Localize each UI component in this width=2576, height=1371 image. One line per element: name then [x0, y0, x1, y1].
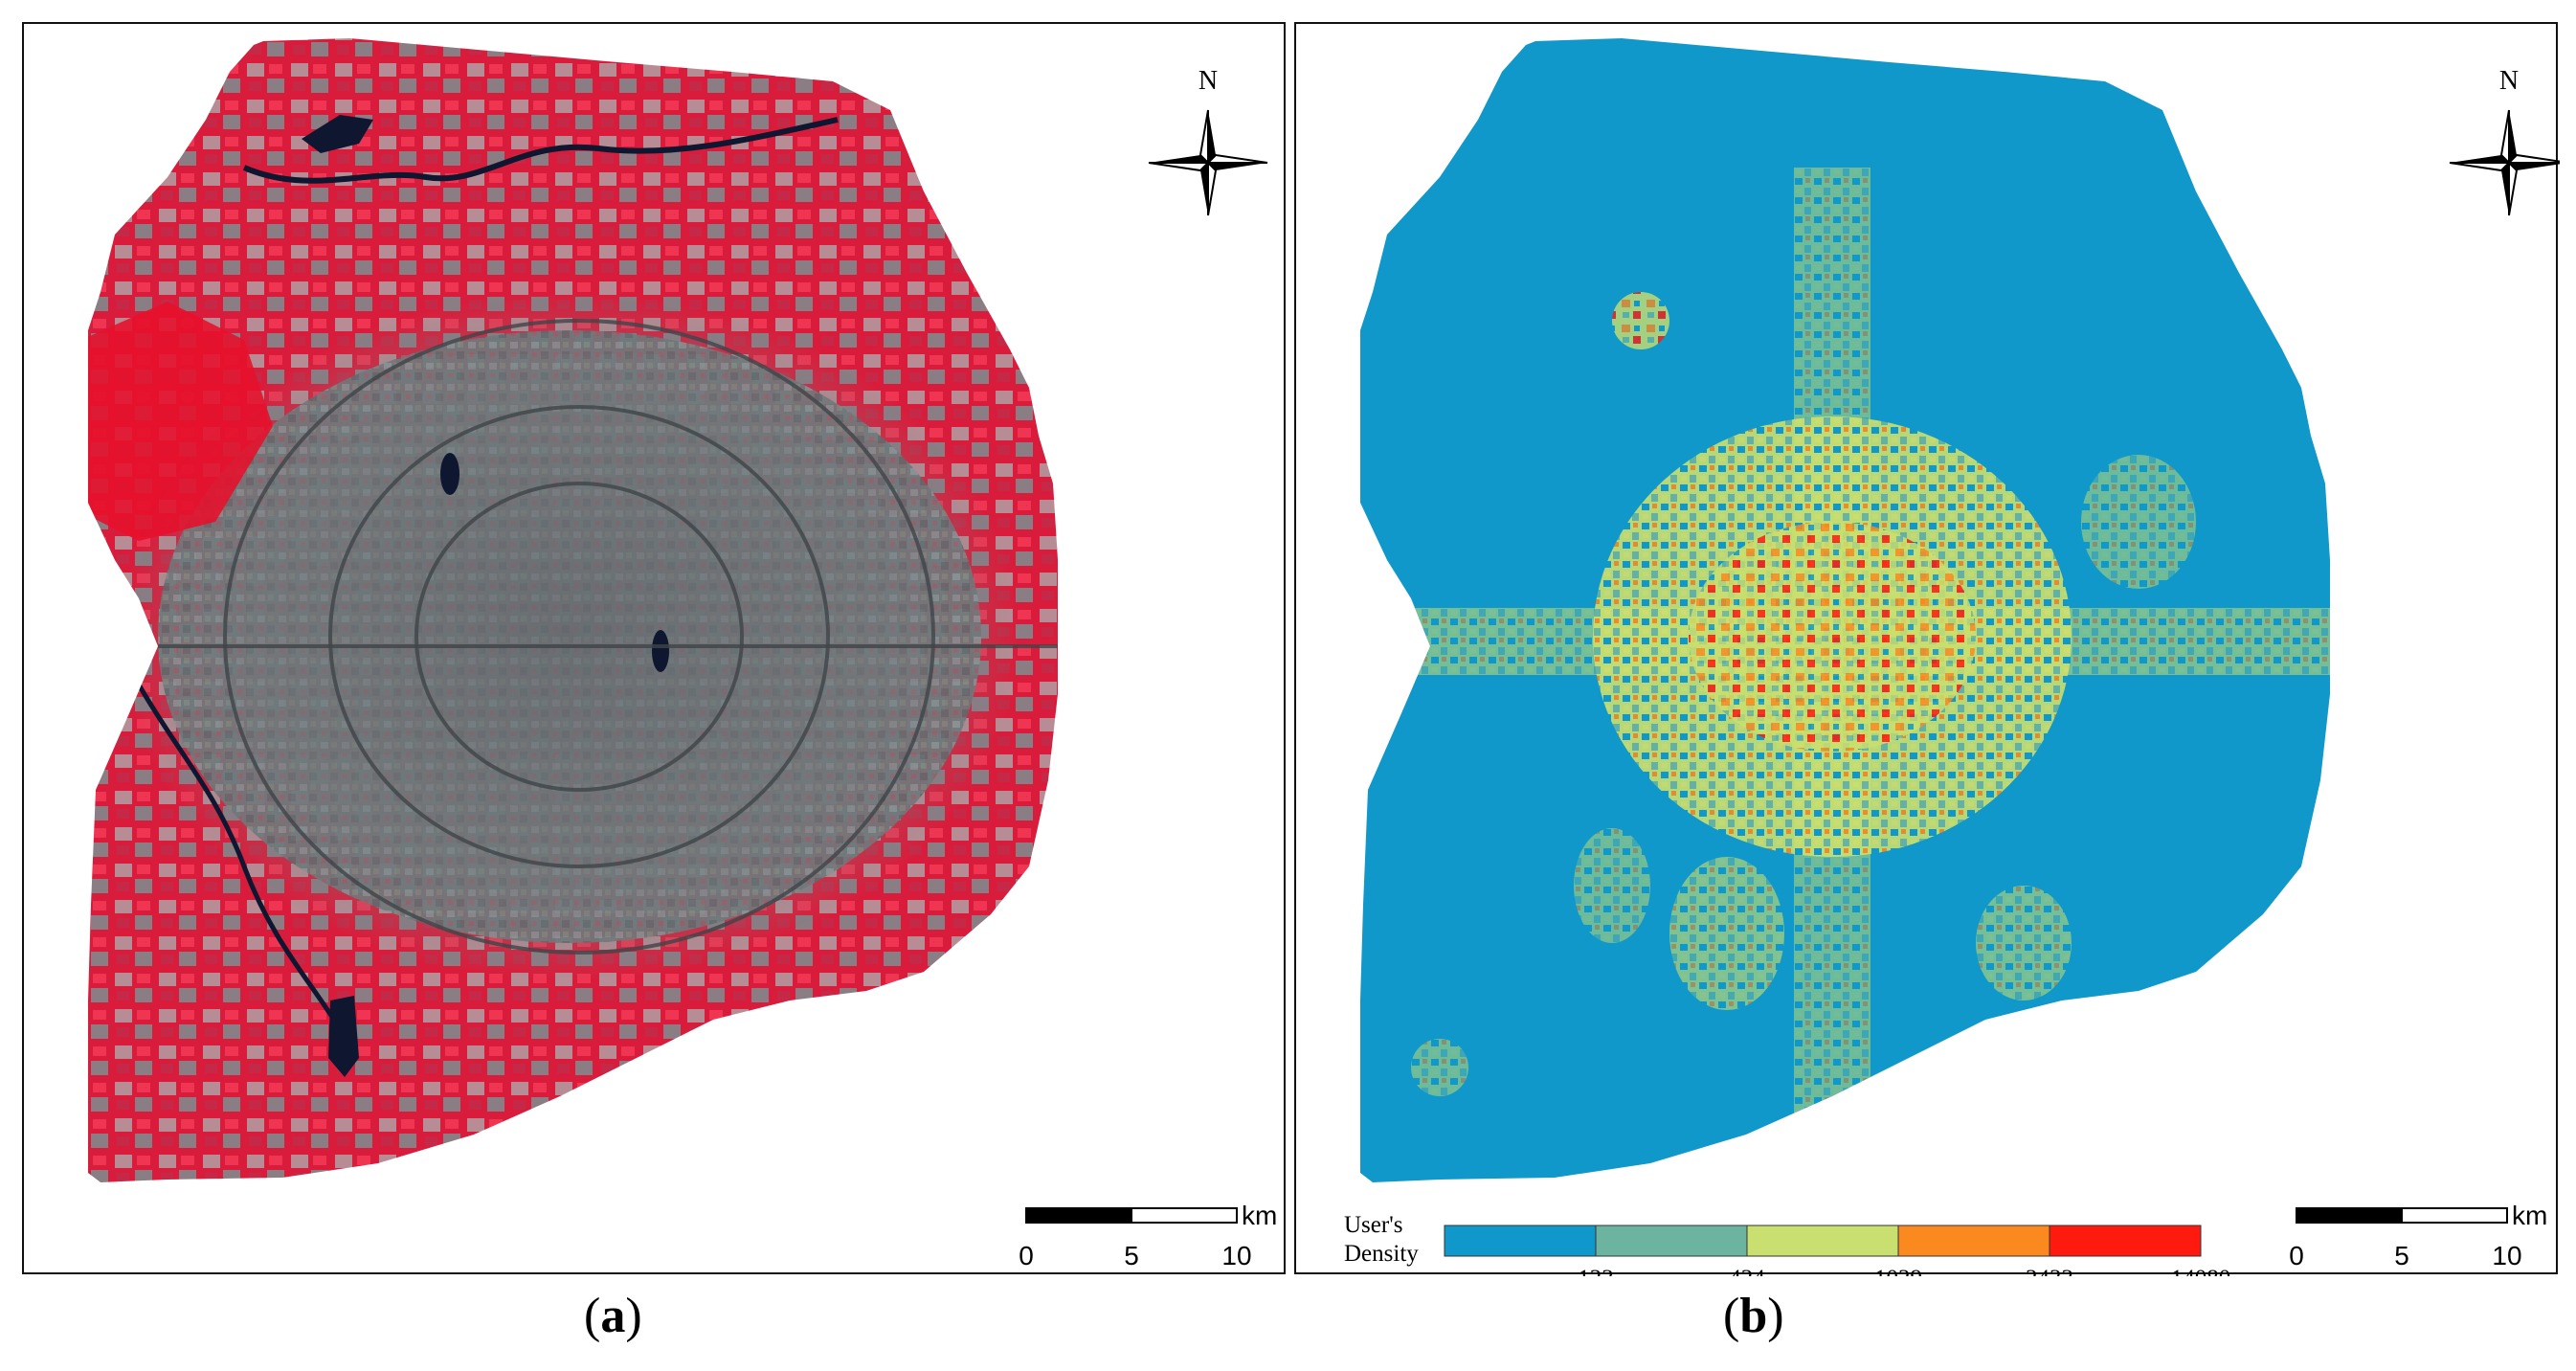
- legend-swatch-5: [2049, 1225, 2202, 1257]
- scale-unit: km: [1242, 1201, 1277, 1230]
- scale-bar: 0 5 10 km: [1019, 1201, 1277, 1270]
- scale-tick-0: 0: [1019, 1241, 1034, 1270]
- scale-bar: 0 5 10 km: [2289, 1201, 2547, 1270]
- panel-label-a: (a): [584, 1289, 642, 1343]
- ring-roads: [223, 319, 935, 955]
- density-map-panel: N User's Density 123 424 1029 2433 14080 0 5…: [1294, 22, 2560, 1276]
- legend-swatch-3: [1746, 1225, 1899, 1257]
- scale-tick-10: 10: [2492, 1241, 2521, 1270]
- legend-break-label: 14080: [2171, 1266, 2231, 1276]
- lake-north: [302, 115, 373, 153]
- density-surface: [1360, 38, 2330, 1182]
- scale-tick-5: 5: [2394, 1241, 2409, 1270]
- legend-swatch-1: [1444, 1225, 1597, 1257]
- satellite-map-panel: N 0 5 10 km: [22, 22, 1286, 1274]
- scale-tick-0: 0: [2289, 1241, 2304, 1270]
- legend-break-label: 1029: [1874, 1266, 1922, 1276]
- legend-break-label: 123: [1578, 1266, 1614, 1276]
- north-label: N: [1198, 66, 1218, 96]
- scale-tick-10: 10: [1221, 1241, 1251, 1270]
- panel-label-b: (b): [1723, 1289, 1784, 1343]
- density-legend: User's Density 123 424 1029 2433 14080: [1344, 1212, 2230, 1276]
- airport: [1001, 198, 1057, 319]
- density-map-svg: N User's Density 123 424 1029 2433 14080 0 5…: [1344, 38, 2560, 1276]
- legend-title-line2: Density: [1344, 1241, 1419, 1267]
- north-label: N: [2499, 66, 2519, 96]
- legend-swatch-4: [1897, 1225, 2050, 1257]
- satellite-image: [88, 38, 1058, 1182]
- lake-southwest: [328, 996, 359, 1077]
- mountain-area: [88, 302, 273, 541]
- lake-central: [440, 453, 459, 495]
- legend-swatch-2: [1595, 1225, 1748, 1257]
- satellite-map-svg: N 0 5 10 km: [88, 38, 1277, 1270]
- legend-break-label: 424: [1729, 1266, 1765, 1276]
- scale-unit: km: [2512, 1201, 2547, 1230]
- scale-tick-5: 5: [1124, 1241, 1139, 1270]
- north-arrow: [1148, 109, 1268, 216]
- legend-title-line1: User's: [1344, 1212, 1402, 1238]
- legend-break-label: 2433: [2026, 1266, 2073, 1276]
- north-arrow: [2449, 109, 2560, 216]
